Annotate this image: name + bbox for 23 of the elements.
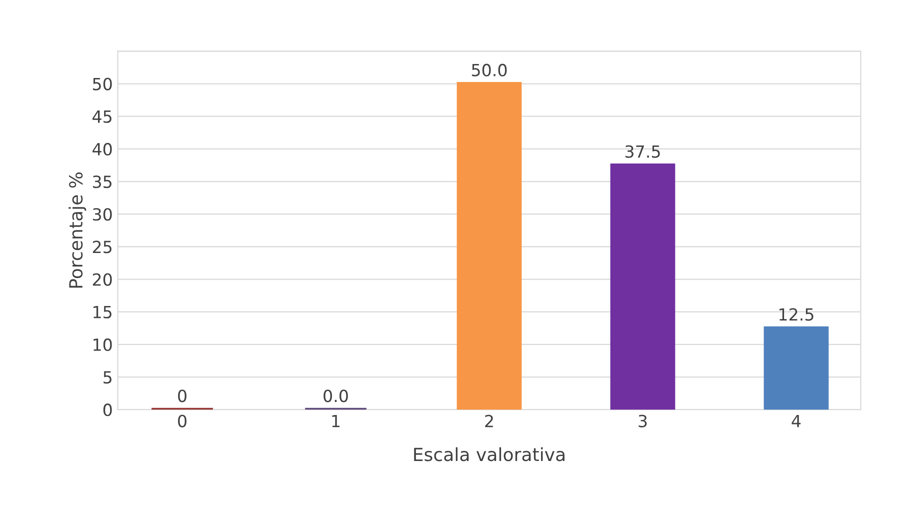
x-tick-label: 2 <box>485 414 493 428</box>
x-tick-label: 0 <box>178 414 186 428</box>
x-tick-label: 3 <box>638 414 647 428</box>
y-tick-label: 0 <box>103 404 112 416</box>
data-label: 0 <box>178 390 186 402</box>
y-tick-label: 45 <box>92 110 112 123</box>
x-tick-label: 1 <box>332 414 340 428</box>
y-tick-label: 20 <box>92 273 112 286</box>
data-label: 50.0 <box>472 64 507 76</box>
y-tick-label: 25 <box>92 240 112 254</box>
y-tick-label: 40 <box>92 142 112 156</box>
y-tick-label: 30 <box>92 208 112 221</box>
y-tick-label: 15 <box>94 306 112 318</box>
y-tick-label: 50 <box>92 78 112 90</box>
data-label: 37.5 <box>625 145 660 158</box>
data-label: 0.0 <box>324 390 348 402</box>
x-tick-label: 4 <box>792 414 801 428</box>
y-axis-title: Porcentaje % <box>68 172 86 288</box>
data-label: 12.5 <box>780 308 814 321</box>
x-axis-title: Escala valorativa <box>414 447 564 462</box>
y-tick-label: 10 <box>94 338 112 352</box>
y-tick-label: 35 <box>92 175 112 188</box>
y-tick-label: 5 <box>104 371 112 384</box>
